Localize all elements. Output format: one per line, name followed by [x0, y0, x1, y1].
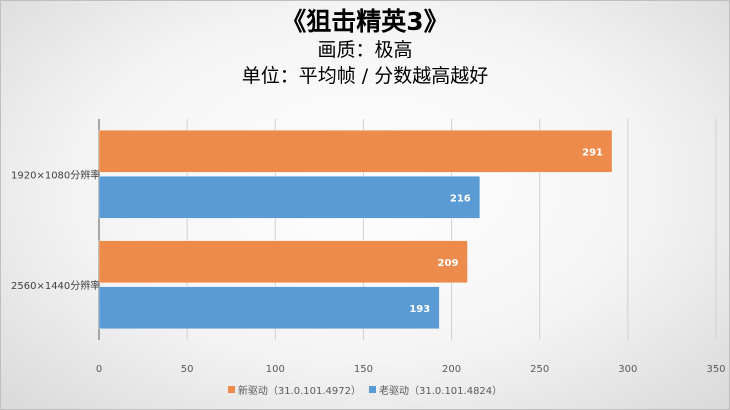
- chart-titles: 《狙击精英3》 画质：极高 单位：平均帧 / 分数越高越好: [1, 7, 729, 89]
- legend-label-old-driver: 老驱动（31.0.101.4824）: [379, 386, 503, 397]
- data-label-0-series-0: 291: [582, 147, 603, 158]
- x-tick-label-150: 150: [354, 364, 373, 375]
- x-tick-label-100: 100: [266, 364, 285, 375]
- x-tick-label-200: 200: [442, 364, 461, 375]
- bar-1-series-0: [98, 240, 468, 283]
- data-label-1-series-0: 209: [438, 258, 459, 269]
- category-label-0: 1920×1080分辨率: [11, 168, 100, 181]
- legend-item-new-driver: 新驱动（31.0.101.4972）: [227, 382, 361, 397]
- data-label-1-series-1: 193: [409, 304, 430, 315]
- chart-title: 《狙击精英3》: [281, 7, 449, 36]
- category-label-1: 2560×1440分辨率: [11, 279, 100, 292]
- x-tick-label-300: 300: [618, 364, 637, 375]
- legend: 新驱动（31.0.101.4972） 老驱动（31.0.101.4824）: [1, 382, 729, 397]
- x-tick-label-0: 0: [96, 364, 102, 375]
- x-tick-label-350: 350: [706, 364, 725, 375]
- bar-0-series-1: [98, 176, 481, 219]
- legend-swatch-old-driver: [369, 386, 376, 393]
- x-tick-label-50: 50: [181, 364, 194, 375]
- bar-0-series-0: [98, 130, 613, 173]
- bar-1-series-1: [98, 286, 440, 329]
- legend-swatch-new-driver: [227, 386, 235, 393]
- chart-subtitle-units: 单位：平均帧 / 分数越高越好: [241, 65, 489, 87]
- legend-label-new-driver: 新驱动（31.0.101.4972）: [237, 386, 361, 397]
- chart-subtitle: 画质：极高: [317, 39, 413, 61]
- x-tick-label-250: 250: [530, 364, 549, 375]
- data-label-0-series-1: 216: [450, 193, 471, 204]
- legend-item-old-driver: 老驱动（31.0.101.4824）: [369, 382, 502, 397]
